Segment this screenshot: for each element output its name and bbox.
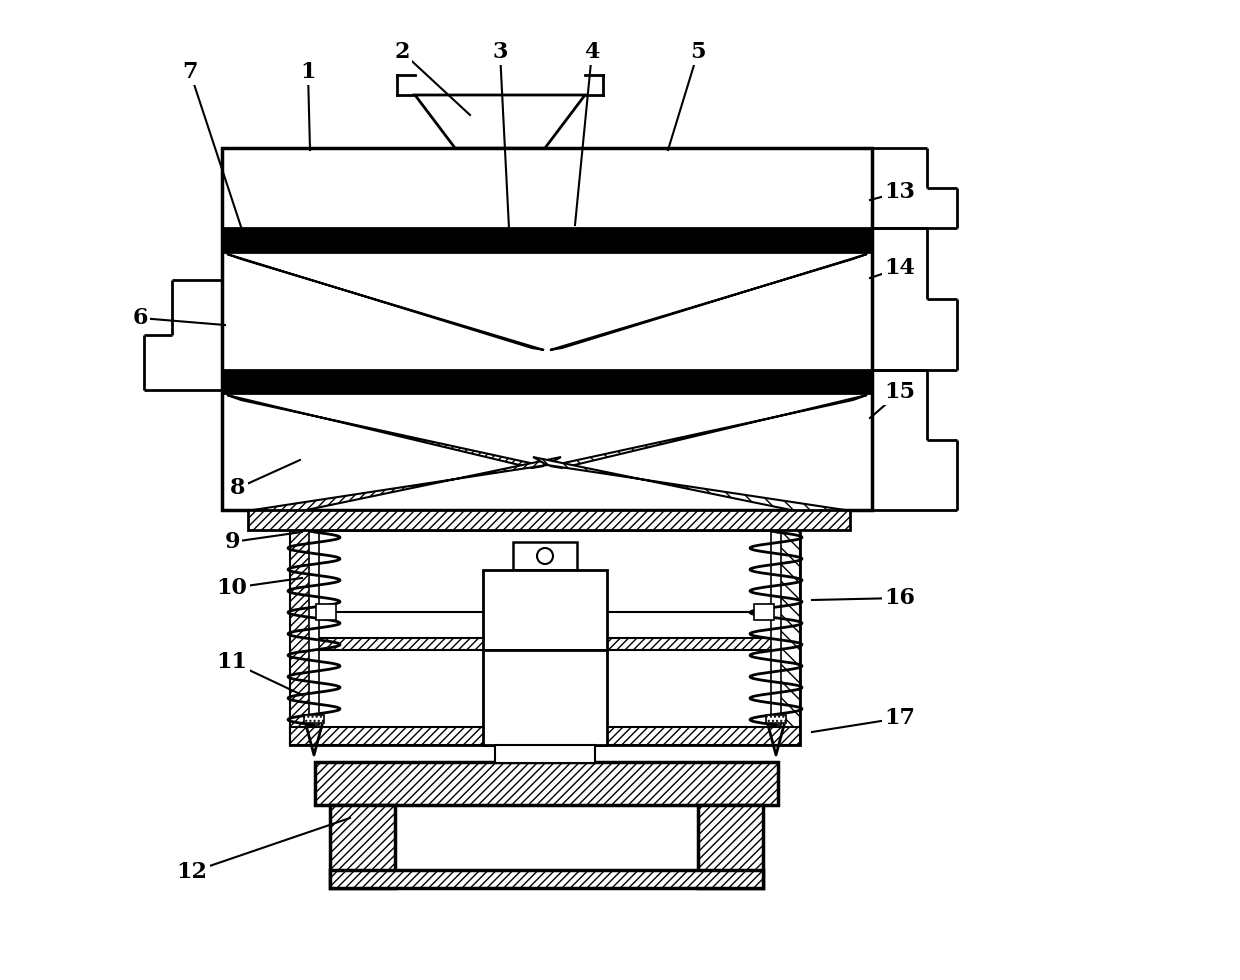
Text: 12: 12: [176, 861, 207, 883]
Bar: [290, 530, 800, 745]
Text: 2: 2: [394, 41, 409, 63]
Bar: [248, 510, 849, 530]
Text: 9: 9: [224, 531, 239, 553]
Text: 1: 1: [300, 61, 316, 83]
Text: 10: 10: [217, 577, 248, 599]
Bar: [513, 542, 577, 570]
Polygon shape: [551, 395, 867, 468]
Bar: [484, 570, 608, 650]
Bar: [776, 530, 800, 745]
Polygon shape: [227, 254, 544, 350]
Polygon shape: [533, 457, 844, 518]
Bar: [222, 228, 872, 252]
Text: 15: 15: [884, 381, 915, 403]
Bar: [495, 745, 595, 763]
Text: 3: 3: [492, 41, 507, 63]
Text: 5: 5: [691, 41, 706, 63]
Circle shape: [537, 548, 553, 564]
Polygon shape: [415, 95, 585, 148]
Text: 7: 7: [182, 61, 197, 83]
Polygon shape: [551, 254, 867, 350]
Bar: [309, 532, 319, 725]
Bar: [304, 715, 324, 723]
Bar: [315, 762, 777, 805]
Bar: [290, 530, 314, 745]
Text: 14: 14: [884, 257, 915, 279]
Text: 17: 17: [884, 707, 915, 729]
Text: 6: 6: [133, 307, 148, 329]
Bar: [484, 650, 608, 745]
Bar: [330, 805, 396, 888]
Bar: [698, 805, 763, 888]
Bar: [754, 604, 774, 620]
Bar: [222, 148, 872, 510]
Bar: [330, 870, 763, 888]
Bar: [766, 715, 786, 723]
Text: 4: 4: [584, 41, 600, 63]
Text: 13: 13: [884, 181, 915, 203]
Text: 8: 8: [231, 477, 246, 499]
Text: 11: 11: [217, 651, 248, 673]
Polygon shape: [227, 395, 544, 468]
Polygon shape: [253, 457, 560, 518]
Bar: [290, 727, 800, 745]
Bar: [316, 604, 336, 620]
Bar: [771, 532, 781, 725]
Text: 16: 16: [884, 587, 915, 609]
Bar: [314, 638, 776, 650]
Bar: [222, 370, 872, 393]
